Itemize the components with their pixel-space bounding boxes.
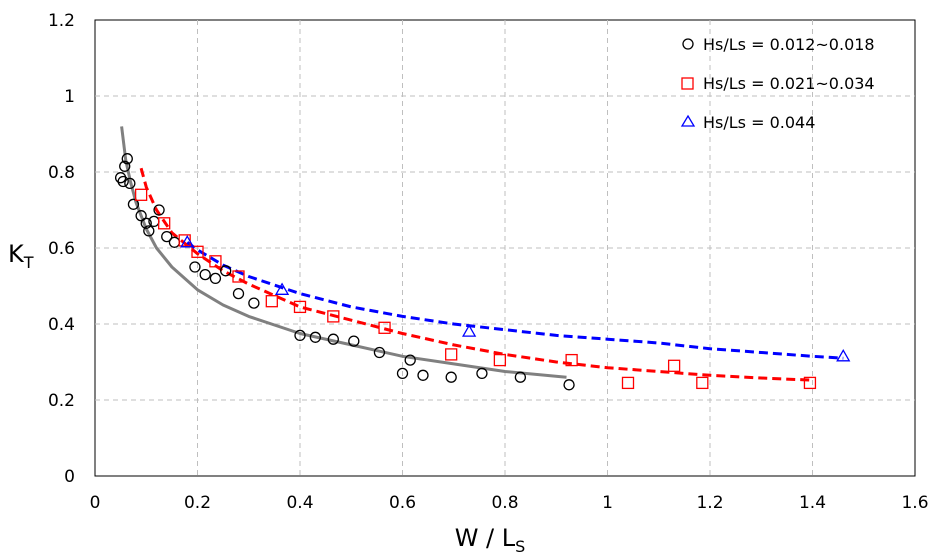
series-1-point [696, 376, 709, 390]
data-markers [114, 153, 851, 391]
fit-curve-0 [120, 126, 567, 379]
legend-label-0: Hs/Ls = 0.012~0.018 [703, 35, 875, 54]
series-0-point [127, 198, 140, 210]
series-1-point [327, 310, 340, 323]
series-0-point [143, 225, 155, 237]
series-2-point [462, 324, 477, 337]
legend-label-1: Hs/Ls = 0.021~0.034 [703, 74, 875, 93]
series-0-point [119, 160, 131, 172]
legend-item-2: Hs/Ls = 0.044 [680, 113, 815, 132]
series-0-point [117, 175, 129, 188]
x-tick-label: 1.6 [901, 493, 928, 513]
x-tick-label: 0.6 [389, 493, 416, 513]
series-1-point [293, 300, 307, 314]
y-axis-label: KT [8, 240, 34, 272]
legend-circle-marker [682, 38, 694, 50]
series-1-point [191, 245, 204, 258]
y-axis-label-main: K [8, 240, 25, 268]
y-tick-label: 0.6 [48, 239, 75, 259]
x-tick-label: 0 [90, 493, 101, 513]
series-0-point [121, 153, 133, 165]
series-0-point [514, 371, 527, 383]
x-tick-label: 0.8 [491, 493, 518, 513]
series-0-point [476, 367, 488, 380]
series-0-point [396, 367, 409, 380]
series-0-point [445, 371, 457, 383]
series-0-point [209, 272, 222, 285]
series-0-point [327, 333, 339, 345]
series-0-point [404, 354, 416, 366]
y-tick-label: 0.8 [48, 163, 75, 183]
series-1-point [445, 348, 458, 361]
fit-curve-1 [139, 167, 813, 382]
series-0-point [124, 177, 136, 190]
y-tick-label: 0 [64, 467, 75, 487]
legend: Hs/Ls = 0.012~0.018 Hs/Ls = 0.021~0.034 … [680, 35, 875, 132]
series-0-point [417, 369, 429, 381]
x-tick-labels: 0 0.2 0.4 0.6 0.8 1 1.2 1.4 1.6 [90, 493, 929, 513]
series-1-point [378, 321, 391, 334]
x-tick-label: 1.4 [799, 493, 826, 513]
legend-item-1: Hs/Ls = 0.021~0.034 [681, 74, 875, 93]
y-tick-label: 0.4 [48, 315, 75, 335]
series-1-point [232, 270, 245, 283]
series-1-point [493, 353, 507, 367]
series-1-point [158, 217, 171, 230]
series-0-point [248, 297, 260, 309]
series-0-point [373, 346, 386, 359]
legend-square-marker [681, 77, 694, 90]
x-tick-label: 1 [602, 493, 613, 513]
series-0-point [161, 230, 173, 243]
y-tick-label: 1.2 [48, 11, 75, 31]
series-1-point [565, 353, 578, 367]
y-axis-label-sub: T [23, 253, 34, 272]
legend-label-2: Hs/Ls = 0.044 [703, 113, 815, 132]
x-axis-label-sub: S [515, 537, 525, 556]
series-1-point [667, 359, 681, 372]
series-0-point [189, 261, 201, 273]
series-0-point [309, 331, 322, 343]
series-0-point [294, 329, 306, 342]
series-1-point [621, 376, 635, 390]
series-1-point [265, 295, 278, 308]
series-0-point [140, 217, 152, 229]
series-2-point [180, 234, 195, 248]
x-axis-label: W / LS [455, 524, 526, 556]
x-tick-label: 1.2 [696, 493, 723, 513]
series-1-point [803, 376, 817, 390]
series-0-point [153, 204, 165, 216]
series-0-point [232, 287, 245, 300]
grid [95, 20, 915, 476]
legend-triangle-marker [680, 114, 696, 127]
series-2-point [836, 348, 851, 362]
x-axis-label-main: W / L [455, 524, 516, 552]
series-0-point [135, 210, 147, 222]
legend-item-0: Hs/Ls = 0.012~0.018 [682, 35, 875, 54]
y-tick-label: 0.2 [48, 391, 75, 411]
series-0-point [220, 265, 232, 277]
y-tick-labels: 0 0.2 0.4 0.6 0.8 1 1.2 [48, 11, 75, 487]
series-1-point [209, 255, 222, 268]
series-0-point [348, 335, 360, 347]
x-tick-label: 0.2 [184, 493, 211, 513]
series-1-point [134, 188, 148, 201]
series-0-point [199, 268, 211, 281]
series-2-point [274, 282, 290, 295]
series-0-point [563, 379, 575, 391]
x-tick-label: 0.4 [286, 493, 313, 513]
y-tick-label: 1 [64, 87, 75, 107]
